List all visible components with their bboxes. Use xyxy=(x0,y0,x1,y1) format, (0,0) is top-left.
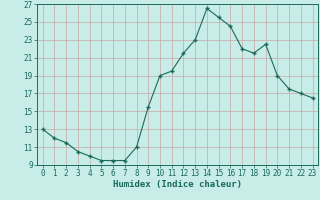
X-axis label: Humidex (Indice chaleur): Humidex (Indice chaleur) xyxy=(113,180,242,189)
